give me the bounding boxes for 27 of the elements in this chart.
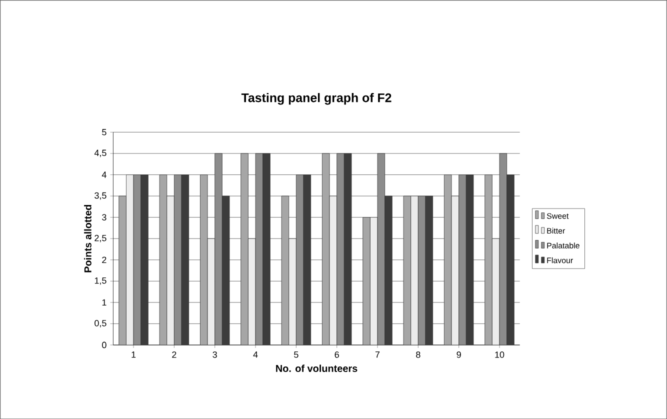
bar — [288, 238, 296, 345]
x-tick-label: 2 — [172, 351, 176, 358]
chart-title: Tasting panel graph of F2 — [241, 92, 392, 105]
y-tick-label: 3 — [102, 214, 106, 220]
x-tick-label: 4 — [253, 351, 258, 358]
bar — [166, 196, 174, 345]
y-tick-label: 3,5 — [94, 192, 106, 200]
y-tick-label: 1 — [102, 299, 106, 306]
y-tick-label: 4 — [102, 172, 106, 178]
y-tick-label: 0 — [102, 342, 106, 348]
bar — [410, 196, 418, 345]
y-tick-label: 4,5 — [94, 150, 106, 157]
y-axis-title: Points allotted — [84, 204, 92, 272]
x-tick-label: 9 — [456, 351, 461, 358]
x-tick-label: 3 — [212, 351, 217, 358]
y-tick-label: 0,5 — [94, 320, 106, 328]
y-tick-label: 5 — [102, 128, 106, 136]
y-tick-label: 2 — [102, 256, 106, 263]
y-tick-label: 2,5 — [94, 234, 106, 242]
x-tick-label: 6 — [334, 351, 339, 358]
x-tick-label: 1 — [132, 351, 136, 358]
x-axis-title: No. of volunteers — [276, 364, 358, 372]
y-tick-label: 1,5 — [94, 277, 106, 285]
x-tick-label: 7 — [375, 351, 380, 358]
x-tick-label: 8 — [416, 351, 420, 358]
x-tick-label: 5 — [294, 351, 298, 358]
x-tick-label: 10 — [495, 351, 504, 358]
